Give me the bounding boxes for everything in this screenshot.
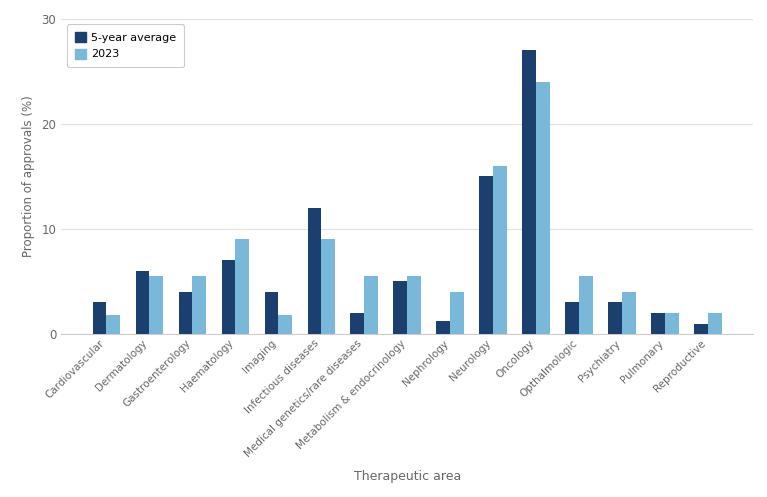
Bar (579, 276, 593, 334)
Bar (150, 276, 163, 334)
Bar (708, 313, 722, 334)
Bar (536, 82, 550, 334)
Bar (136, 271, 150, 334)
Bar (93, 303, 107, 334)
Bar (193, 276, 206, 334)
Bar (436, 322, 450, 334)
Bar (351, 313, 364, 334)
Legend: 5-year average, 2023: 5-year average, 2023 (67, 24, 184, 67)
Bar (493, 166, 507, 334)
Bar (608, 303, 622, 334)
Bar (665, 313, 679, 334)
Bar (364, 276, 378, 334)
Bar (308, 208, 321, 334)
Bar (265, 292, 278, 334)
Bar (522, 50, 536, 334)
Bar (321, 240, 335, 334)
Bar (222, 260, 235, 334)
Bar (278, 315, 292, 334)
Bar (393, 281, 407, 334)
Bar (450, 292, 464, 334)
Bar (651, 313, 665, 334)
Y-axis label: Proportion of approvals (%): Proportion of approvals (%) (21, 95, 35, 257)
Bar (565, 303, 579, 334)
Bar (479, 176, 493, 334)
Bar (622, 292, 636, 334)
Bar (694, 324, 708, 334)
Bar (407, 276, 421, 334)
Bar (235, 240, 249, 334)
Bar (179, 292, 193, 334)
Bar (107, 315, 120, 334)
X-axis label: Therapeutic area: Therapeutic area (354, 470, 461, 483)
